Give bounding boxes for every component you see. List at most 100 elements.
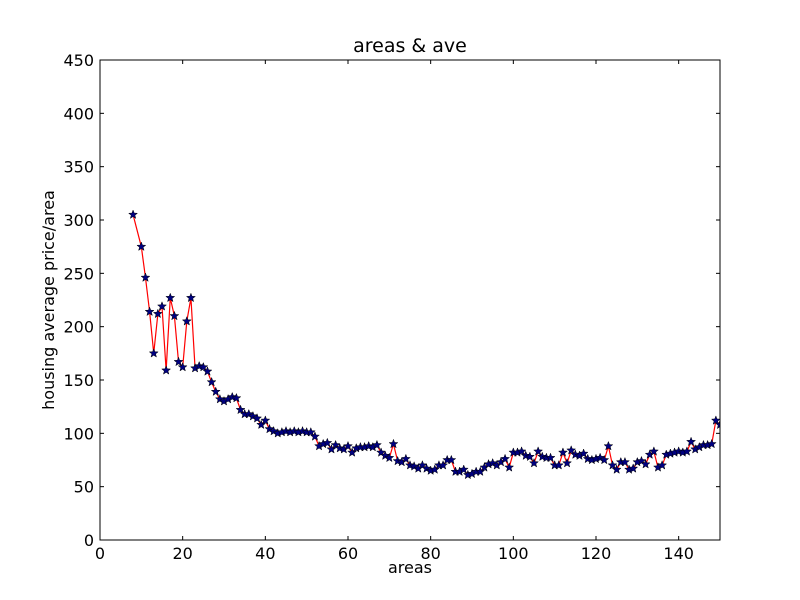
data-point — [156, 301, 168, 311]
data-point — [169, 310, 180, 321]
data-point — [326, 444, 337, 454]
data-point — [611, 464, 622, 474]
data-point — [144, 306, 155, 317]
x-axis-title: areas — [388, 558, 432, 577]
data-point — [504, 462, 515, 472]
x-tick-label: 80 — [420, 544, 440, 563]
data-point — [347, 447, 358, 457]
data-point — [545, 452, 556, 463]
data-point — [657, 460, 668, 470]
data-point — [256, 419, 267, 430]
x-tick-label: 20 — [172, 544, 192, 563]
data-point — [409, 461, 420, 471]
data-point — [252, 413, 263, 423]
data-point — [173, 356, 184, 367]
data-point — [557, 447, 568, 457]
data-point — [214, 393, 225, 404]
data-point — [322, 437, 333, 448]
y-axis-title: housing average price/area — [39, 190, 58, 410]
data-point — [446, 454, 457, 465]
data-point — [231, 392, 242, 403]
data-point — [342, 440, 354, 451]
data-point — [566, 445, 577, 455]
data-point — [177, 361, 188, 372]
data-point — [268, 425, 279, 436]
data-point — [185, 292, 196, 303]
data-point — [714, 419, 720, 430]
data-point — [198, 361, 209, 372]
y-tick-label: 50 — [74, 478, 94, 497]
data-point — [140, 272, 151, 282]
data-point — [371, 439, 382, 450]
data-point — [706, 438, 717, 449]
data-point — [553, 460, 564, 470]
data-point — [533, 446, 544, 456]
data-point — [421, 463, 432, 473]
data-point — [235, 404, 246, 415]
x-tick-label: 140 — [663, 544, 694, 563]
data-point — [202, 366, 213, 376]
data-point — [607, 460, 618, 470]
data-point — [429, 464, 440, 474]
data-point — [640, 458, 651, 469]
data-point — [181, 316, 192, 326]
data-point — [458, 464, 469, 474]
data-point — [260, 415, 271, 425]
data-point — [578, 448, 589, 458]
chart-title: areas & ave — [353, 35, 467, 57]
data-point — [628, 463, 639, 473]
data-point — [710, 415, 720, 425]
x-tick-label: 0 — [95, 544, 105, 563]
x-tick-label: 120 — [581, 544, 612, 563]
data-point — [136, 241, 147, 251]
data-point — [599, 454, 610, 465]
data-point — [384, 452, 395, 463]
data-point — [210, 386, 221, 397]
x-tick-label: 60 — [338, 544, 358, 563]
data-point — [309, 431, 320, 441]
y-tick-label: 0 — [84, 531, 94, 550]
data-point — [128, 209, 139, 219]
y-tick-label: 350 — [63, 158, 94, 177]
data-point — [619, 456, 630, 467]
y-tick-label: 150 — [63, 371, 94, 390]
data-point — [161, 365, 172, 375]
data-point — [152, 308, 163, 319]
data-point — [595, 452, 606, 463]
data-point — [603, 440, 614, 451]
y-tick-label: 250 — [63, 264, 94, 283]
data-point — [388, 438, 399, 449]
data-point — [524, 451, 535, 462]
data-point — [206, 376, 217, 387]
data-point — [686, 436, 697, 447]
data-point — [380, 450, 391, 461]
data-point — [264, 423, 275, 434]
x-tick-label: 100 — [498, 544, 529, 563]
data-point — [247, 410, 258, 421]
y-tick-label: 300 — [63, 211, 94, 230]
y-tick-label: 450 — [63, 51, 94, 70]
data-point — [562, 457, 573, 468]
data-point — [528, 457, 540, 468]
data-point — [165, 292, 176, 303]
x-tick-label: 40 — [255, 544, 275, 563]
data-point — [500, 453, 511, 464]
data-point — [648, 446, 659, 456]
data-point — [475, 466, 486, 477]
y-tick-label: 100 — [63, 424, 94, 443]
data-point — [400, 453, 411, 464]
series-group — [128, 209, 720, 480]
axes-frame — [99, 59, 721, 541]
data-point — [305, 426, 316, 437]
y-tick-label: 200 — [63, 318, 94, 337]
data-point — [487, 457, 498, 468]
plot-area: 0 20 40 60 80 100 120 140 0 50 100 150 200 250 300 350 4… — [63, 51, 721, 563]
y-tick-label: 400 — [63, 104, 94, 123]
data-point — [516, 446, 527, 456]
data-point — [438, 460, 449, 470]
data-point — [148, 348, 159, 358]
data-point — [681, 446, 692, 456]
data-point — [243, 408, 254, 419]
